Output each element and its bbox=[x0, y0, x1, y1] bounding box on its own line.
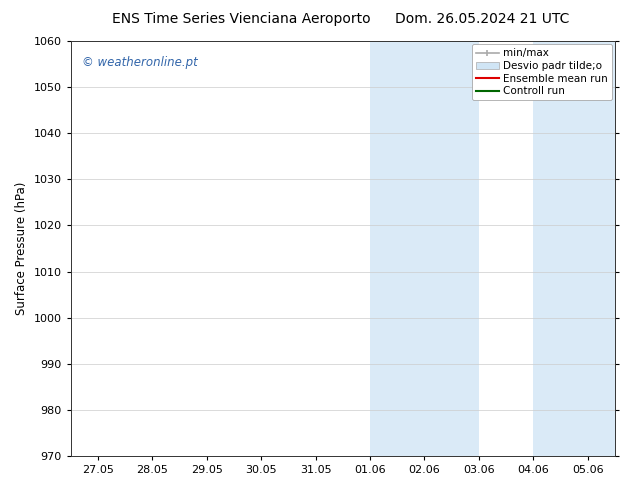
Text: © weatheronline.pt: © weatheronline.pt bbox=[82, 55, 197, 69]
Text: ENS Time Series Vienciana Aeroporto: ENS Time Series Vienciana Aeroporto bbox=[112, 12, 370, 26]
Bar bbox=[370, 41, 479, 456]
Bar bbox=[533, 41, 615, 456]
Legend: min/max, Desvio padr tilde;o, Ensemble mean run, Controll run: min/max, Desvio padr tilde;o, Ensemble m… bbox=[472, 44, 612, 100]
Y-axis label: Surface Pressure (hPa): Surface Pressure (hPa) bbox=[15, 182, 28, 315]
Text: Dom. 26.05.2024 21 UTC: Dom. 26.05.2024 21 UTC bbox=[394, 12, 569, 26]
